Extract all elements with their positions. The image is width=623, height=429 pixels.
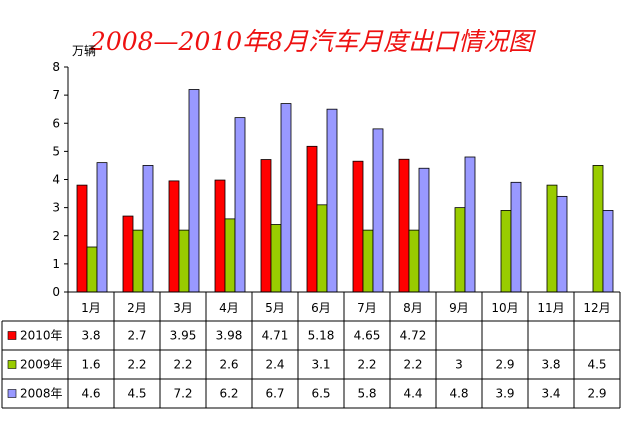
- x-category-label: 6月: [311, 301, 331, 315]
- x-category-label: 1月: [81, 301, 101, 315]
- bar-y2009: [408, 229, 420, 293]
- bar-y2009: [362, 229, 374, 293]
- y-tick-label: 0: [52, 285, 60, 299]
- table-value-cell: 6.5: [311, 387, 330, 401]
- table-value-cell: 3: [455, 358, 463, 372]
- table-value-cell: 2.4: [265, 358, 284, 372]
- y-tick-label: 4: [52, 173, 60, 187]
- y-tick-label: 2: [52, 229, 60, 243]
- bar-y2009: [132, 229, 144, 293]
- y-tick-label: 8: [52, 60, 60, 74]
- bar-y2009: [224, 218, 236, 293]
- legend-label: 2009年: [20, 358, 63, 372]
- table-value-cell: 2.2: [173, 358, 192, 372]
- table-value-cell: 2.2: [357, 358, 376, 372]
- table-value-cell: 3.1: [311, 358, 330, 372]
- x-category-label: 11月: [537, 301, 564, 315]
- table-value-cell: 4.4: [403, 387, 422, 401]
- bar-y2008: [142, 165, 154, 293]
- table-value-cell: 4.65: [354, 329, 381, 343]
- bar-y2010: [214, 179, 226, 293]
- bar-y2008: [188, 89, 200, 293]
- table-value-cell: 5.8: [357, 387, 376, 401]
- table-value-cell: 6.2: [219, 387, 238, 401]
- bar-y2009: [454, 207, 466, 293]
- table-value-cell: 3.8: [541, 358, 560, 372]
- x-category-label: 8月: [403, 301, 423, 315]
- bar-y2008: [96, 162, 108, 293]
- bar-y2010: [122, 215, 134, 293]
- table-value-cell: 2.2: [403, 358, 422, 372]
- chart-title: 2008—2010年8月汽车月度出口情况图: [89, 27, 534, 56]
- x-category-label: 3月: [173, 301, 193, 315]
- table-value-cell: 2.9: [495, 358, 514, 372]
- bar-y2008: [602, 210, 614, 293]
- bar-y2009: [546, 184, 558, 293]
- bar-y2010: [352, 160, 364, 293]
- x-category-label: 9月: [449, 301, 469, 315]
- plot-area: 0 1 2 3 4 5 6 7 8: [52, 60, 614, 299]
- table-value-cell: 7.2: [173, 387, 192, 401]
- table-value-cell: 3.8: [81, 329, 100, 343]
- bar-y2010: [76, 184, 88, 293]
- bar-y2008: [464, 156, 476, 293]
- table-value-cell: 5.18: [308, 329, 335, 343]
- legend-label: 2010年: [20, 329, 63, 343]
- bar-y2009: [270, 224, 282, 293]
- table-value-cell: 4.5: [127, 387, 146, 401]
- legend-swatch: [7, 360, 17, 369]
- table-value-cell: 2.2: [127, 358, 146, 372]
- table-value-cell: 4.6: [81, 387, 100, 401]
- bar-y2008: [280, 103, 292, 293]
- table-value-cell: 4.5: [587, 358, 606, 372]
- table-value-cell: 1.6: [81, 358, 100, 372]
- table-value-cell: 2.7: [127, 329, 146, 343]
- bar-y2010: [306, 145, 318, 293]
- table-value-cell: 3.9: [495, 387, 514, 401]
- table-value-cell: 3.98: [216, 329, 243, 343]
- x-category-label: 5月: [265, 301, 285, 315]
- bar-y2009: [500, 210, 512, 293]
- bar-y2009: [316, 204, 328, 293]
- table-value-cell: 4.8: [449, 387, 468, 401]
- x-category-label: 4月: [219, 301, 239, 315]
- bar-y2008: [372, 128, 384, 293]
- y-tick-label: 6: [52, 116, 60, 130]
- table-value-cell: 3.95: [170, 329, 197, 343]
- y-tick-label: 3: [52, 201, 60, 215]
- table-value-cell: 4.72: [400, 329, 427, 343]
- bar-y2010: [168, 180, 180, 293]
- legend-swatch: [7, 331, 17, 340]
- table-value-cell: 6.7: [265, 387, 284, 401]
- bar-y2010: [398, 158, 410, 293]
- x-category-label: 10月: [491, 301, 518, 315]
- bar-y2009: [592, 165, 604, 293]
- legend-swatch: [7, 389, 17, 398]
- table-value-cell: 3.4: [541, 387, 560, 401]
- y-tick-label: 7: [52, 88, 60, 102]
- bar-y2008: [326, 108, 338, 293]
- bar-y2008: [510, 181, 522, 293]
- bar-y2008: [418, 167, 430, 293]
- y-tick-label: 1: [52, 257, 60, 271]
- x-category-label: 7月: [357, 301, 377, 315]
- x-category-label: 2月: [127, 301, 147, 315]
- bar-y2009: [178, 229, 190, 293]
- bar-y2008: [556, 195, 568, 293]
- data-table: 1月 2月 3月 4月 5月 6月 7月 8月 9月 10月 11月 12月 2010年 3.8 2.7 3.…: [1, 291, 621, 409]
- bar-y2010: [260, 159, 272, 293]
- legend-label: 2008年: [20, 387, 63, 401]
- table-value-cell: 2.6: [219, 358, 238, 372]
- y-axis-unit-label: 万辆: [72, 44, 97, 58]
- bar-y2009: [86, 246, 98, 293]
- table-value-cell: 2.9: [587, 387, 606, 401]
- bar-y2008: [234, 117, 246, 293]
- y-tick-label: 5: [52, 144, 60, 158]
- x-category-label: 12月: [583, 301, 610, 315]
- table-value-cell: 4.71: [262, 329, 289, 343]
